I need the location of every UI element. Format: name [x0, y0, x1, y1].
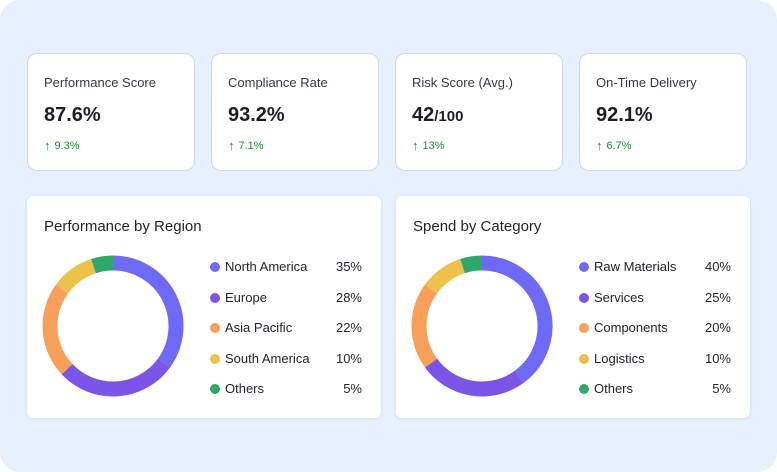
donut-slice-services — [424, 358, 524, 397]
kpi-value: 42/100 — [412, 104, 463, 127]
legend-item: Others 5% — [579, 381, 731, 412]
legend-swatch — [210, 353, 220, 364]
legend-label: Asia Pacific — [225, 320, 293, 335]
legend-label: Raw Materials — [594, 259, 677, 274]
legend-value: 25% — [704, 289, 731, 305]
legend-swatch — [579, 262, 589, 272]
legend-item: Europe 28% — [210, 290, 362, 321]
donut-chart — [411, 255, 553, 397]
kpi-value: 92.1% — [596, 104, 653, 127]
legend-label: Others — [225, 381, 265, 396]
donut-slice-south-america — [55, 258, 97, 294]
kpi-card-performance-score[interactable]: Performance Score 87.6% ↑ 9.3% — [27, 53, 195, 171]
donut-slice-others — [460, 255, 483, 274]
donut-slice-logistics — [424, 258, 466, 294]
legend-label: South America — [225, 350, 310, 366]
kpi-value-unit: /100 — [434, 108, 464, 125]
kpi-value: 87.6% — [44, 104, 101, 127]
arrow-up-icon: ↑ — [596, 138, 603, 153]
kpi-card-compliance-rate[interactable]: Compliance Rate 93.2% ↑ 7.1% — [211, 53, 379, 171]
kpi-card-on-time-delivery[interactable]: On-Time Delivery 92.1% ↑ 6.7% — [579, 53, 747, 171]
legend-item: Raw Materials 40% — [579, 259, 731, 290]
legend-item: Services 25% — [579, 290, 731, 321]
donut-slice-raw-materials — [481, 255, 553, 384]
donut-slice-europe — [61, 358, 171, 397]
legend-swatch — [210, 262, 220, 272]
legend-swatch — [210, 292, 220, 303]
kpi-delta-value: 13% — [422, 139, 445, 152]
kpi-card-risk-score[interactable]: Risk Score (Avg.) 42/100 ↑ 13% — [395, 53, 563, 171]
legend-value: 10% — [335, 350, 362, 366]
chart-card-spend-by-category: Spend by Category Raw Materials 40% Servi… — [396, 196, 750, 418]
legend-swatch — [579, 353, 589, 364]
legend-item: Components 20% — [579, 320, 731, 351]
kpi-value-number: 92.1% — [596, 104, 653, 126]
legend-item: North America 35% — [210, 259, 362, 290]
legend-swatch — [579, 323, 589, 333]
kpi-value-number: 87.6% — [44, 104, 101, 126]
kpi-delta-value: 9.3% — [54, 139, 80, 152]
donut-chart — [42, 255, 184, 397]
donut-slice-others — [91, 255, 114, 274]
legend-value: 22% — [335, 320, 362, 335]
legend-item: South America 10% — [210, 351, 362, 382]
legend-label: North America — [225, 259, 308, 274]
kpi-delta-value: 6.7% — [606, 139, 632, 152]
kpi-label: Performance Score — [44, 75, 156, 90]
legend-value: 35% — [335, 259, 362, 274]
legend-value: 40% — [704, 259, 731, 274]
kpi-delta: ↑ 6.7% — [596, 139, 632, 152]
donut-slice-north-america — [112, 255, 184, 368]
kpi-delta: ↑ 9.3% — [44, 139, 80, 152]
legend-label: Logistics — [594, 350, 645, 366]
kpi-label: Compliance Rate — [228, 75, 328, 90]
donut-slice-components — [411, 284, 438, 368]
kpi-delta-value: 7.1% — [238, 139, 264, 152]
chart-title: Spend by Category — [413, 218, 542, 235]
legend-item: Asia Pacific 22% — [210, 320, 362, 351]
donut-slice-asia-pacific — [42, 284, 73, 375]
legend-swatch — [210, 384, 220, 394]
legend-item: Others 5% — [210, 381, 362, 412]
legend-item: Logistics 10% — [579, 351, 731, 382]
kpi-delta: ↑ 7.1% — [228, 139, 264, 152]
chart-card-performance-by-region: Performance by Region North America 35% E… — [27, 196, 381, 418]
legend-label: Components — [594, 320, 668, 335]
arrow-up-icon: ↑ — [44, 138, 51, 153]
chart-legend: Raw Materials 40% Services 25% Components 2… — [579, 259, 731, 412]
legend-label: Others — [594, 381, 634, 396]
legend-swatch — [579, 292, 589, 303]
legend-label: Europe — [225, 289, 267, 305]
kpi-value-number: 42 — [412, 104, 435, 126]
arrow-up-icon: ↑ — [228, 138, 235, 153]
kpi-label: On-Time Delivery — [596, 75, 697, 90]
legend-swatch — [579, 384, 589, 394]
legend-value: 10% — [704, 350, 731, 366]
legend-value: 5% — [712, 381, 731, 396]
kpi-delta: ↑ 13% — [412, 139, 445, 152]
legend-swatch — [210, 323, 220, 333]
kpi-value: 93.2% — [228, 104, 285, 127]
legend-label: Services — [594, 289, 644, 305]
legend-value: 5% — [343, 381, 362, 396]
legend-value: 28% — [335, 289, 362, 305]
arrow-up-icon: ↑ — [412, 138, 419, 153]
chart-title: Performance by Region — [44, 218, 202, 235]
chart-legend: North America 35% Europe 28% Asia Pacific 2… — [210, 259, 362, 412]
legend-value: 20% — [704, 320, 731, 335]
kpi-value-number: 93.2% — [228, 104, 285, 126]
kpi-label: Risk Score (Avg.) — [412, 75, 513, 90]
